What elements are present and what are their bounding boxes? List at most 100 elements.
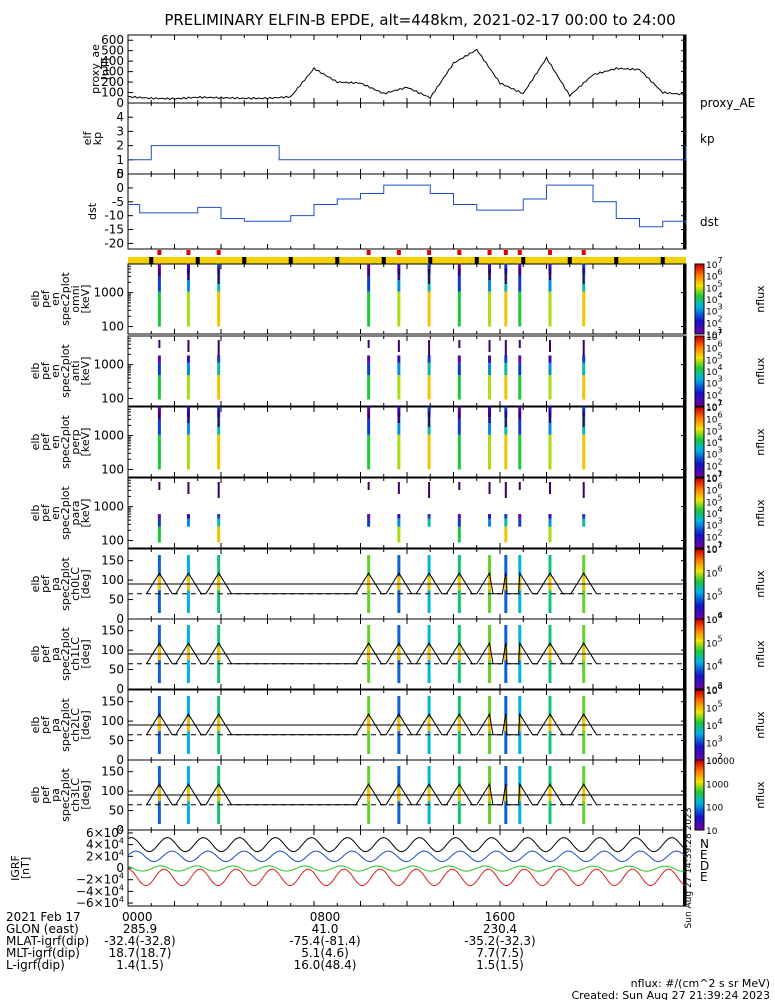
colorbar-segment xyxy=(695,295,704,298)
colorbar-segment xyxy=(695,793,704,796)
colorbar-segment xyxy=(695,454,704,457)
colorbar-segment xyxy=(695,678,704,681)
y-axis-label: elb xyxy=(29,291,42,308)
colorbar-segment xyxy=(695,546,704,549)
footer-cell: -75.4(-81.4) xyxy=(289,934,360,948)
colorbar-segment xyxy=(695,636,704,639)
colorbar-tick-label: 101 xyxy=(706,469,723,484)
colorbar-segment xyxy=(695,601,704,604)
y-axis-label: pef xyxy=(39,715,52,734)
spectrogram-cell xyxy=(504,434,508,470)
orbit-bar-marker xyxy=(381,257,386,264)
spectrogram-stripe xyxy=(457,406,461,470)
spectrogram-cell xyxy=(504,646,508,661)
spectrogram-cell xyxy=(457,375,461,400)
y-axis-label: omni xyxy=(69,285,82,312)
colorbar-segment xyxy=(695,772,704,775)
colorbar-segment xyxy=(695,281,704,284)
colorbar-segment xyxy=(695,650,704,653)
colorbar-segment xyxy=(695,360,704,363)
spectrogram-cell xyxy=(397,362,401,376)
spectrogram-cell xyxy=(518,417,522,435)
ae-tick-label: 600 xyxy=(101,33,124,47)
colorbar-label: nflux xyxy=(754,499,767,527)
colorbar-segment xyxy=(695,737,704,740)
colorbar-segment xyxy=(695,702,704,705)
spectrogram-cell xyxy=(217,411,220,427)
colorbar-segment xyxy=(695,619,704,622)
colorbar-segment xyxy=(695,749,704,752)
spectrogram-cell xyxy=(582,518,586,527)
colorbar-tick-label: 103 xyxy=(706,681,723,696)
colorbar-tick-label: 102 xyxy=(706,752,723,767)
spectrogram-cell xyxy=(488,291,492,327)
colorbar-segment xyxy=(695,507,704,510)
dst-legend: dst xyxy=(700,215,719,229)
colorbar-segment xyxy=(695,728,704,731)
colorbar-segment xyxy=(695,661,704,664)
colorbar-segment xyxy=(695,622,704,625)
y-axis-label: elf xyxy=(81,131,94,146)
spectrogram-cell xyxy=(504,482,507,498)
colorbar-segment xyxy=(695,758,704,761)
colorbar-segment xyxy=(695,530,704,533)
colorbar-segment xyxy=(695,534,704,537)
science-zone-marker xyxy=(517,250,522,255)
pitch-angle-trace xyxy=(146,571,597,595)
colorbar-segment xyxy=(695,800,704,803)
colorbar-segment xyxy=(695,367,704,370)
spectrogram-cell xyxy=(427,576,431,591)
footer-cell: -35.2(-32.3) xyxy=(464,934,535,948)
spectrogram-cell xyxy=(367,787,371,802)
kp-panel-frame xyxy=(127,102,687,175)
spectrogram-cell xyxy=(457,355,461,363)
mag-down-line xyxy=(127,868,687,886)
colorbar-segment xyxy=(695,350,704,353)
science-zone-marker xyxy=(457,250,462,255)
colorbar-tick-label: 101 xyxy=(706,326,723,341)
colorbar-segment xyxy=(695,272,704,275)
colorbar-segment xyxy=(695,307,704,310)
colorbar-segment xyxy=(695,591,704,594)
spectrogram-cell xyxy=(518,355,522,363)
spectrogram-cell xyxy=(397,291,401,327)
y-axis-label: [deg] xyxy=(79,710,92,739)
colorbar-segment xyxy=(695,428,704,431)
y-axis-label: dst xyxy=(86,202,99,220)
colorbar-segment xyxy=(695,754,704,757)
footer-cell: MLT-igrf(dip) xyxy=(6,946,80,960)
spectrogram-cell xyxy=(157,717,161,732)
spectrogram-cell xyxy=(457,717,461,732)
spectrogram-stripe xyxy=(427,482,431,527)
colorbar-segment xyxy=(695,376,704,379)
colorbar-segment xyxy=(695,662,704,665)
colorbar-segment xyxy=(695,563,704,566)
orbit-bar-marker xyxy=(521,257,526,264)
colorbar-segment xyxy=(695,575,704,578)
spectrogram-cell xyxy=(518,291,522,327)
spectrogram-cell xyxy=(548,355,552,363)
spectrogram-cell xyxy=(458,268,461,276)
kp-series-line xyxy=(128,145,687,161)
spectrogram-cell xyxy=(488,340,491,352)
colorbar-segment xyxy=(695,412,704,415)
spectrogram-cell xyxy=(504,717,508,732)
colorbar-segment xyxy=(695,337,704,340)
footer-cell: -32.4(-32.8) xyxy=(104,934,175,948)
colorbar-segment xyxy=(695,438,704,441)
colorbar-segment xyxy=(695,332,704,335)
colorbar-segment xyxy=(695,358,704,361)
orbit-bar-marker xyxy=(149,257,154,264)
colorbar-segment xyxy=(695,424,704,427)
spectrogram-cell xyxy=(488,362,492,376)
spectrogram-stripe xyxy=(217,482,221,543)
spectrogram-cell xyxy=(157,355,161,363)
y-axis-label: elb xyxy=(29,363,42,380)
colorbar-segment xyxy=(695,355,704,358)
colorbar-tick-label: 106 xyxy=(706,682,723,697)
spectrogram-cell xyxy=(518,362,522,376)
colorbar-segment xyxy=(695,666,704,669)
y-axis-label: en xyxy=(49,364,62,378)
y-axis-label: ch0LC xyxy=(69,567,82,601)
colorbar-segment xyxy=(695,577,704,580)
